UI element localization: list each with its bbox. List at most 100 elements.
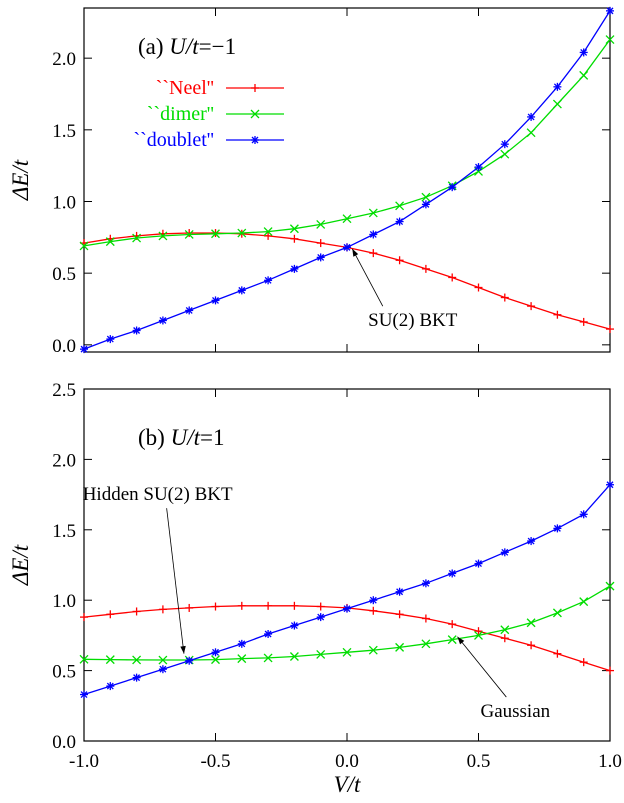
data-point-doublet <box>448 183 456 191</box>
data-point-doublet <box>448 569 456 577</box>
data-point-doublet <box>317 253 325 261</box>
y-tick-label: 1.0 <box>52 193 76 214</box>
data-point-dimer <box>158 231 168 241</box>
data-point-dimer <box>132 233 142 243</box>
data-point-dimer <box>447 635 457 645</box>
data-point-doublet <box>185 306 193 314</box>
data-point-doublet <box>369 596 377 604</box>
x-axis-label: V/t <box>334 772 361 797</box>
x-tick-label: 0.5 <box>467 751 491 772</box>
data-point-dimer <box>237 228 247 238</box>
panel-title-value: =1 <box>200 425 224 450</box>
x-tick-label: 1.0 <box>598 751 622 772</box>
x-tick-label: 0.0 <box>335 751 359 772</box>
y-tick-label: 1.5 <box>52 521 76 542</box>
panel-title-var: U/t <box>171 425 201 450</box>
data-point-doublet <box>212 296 219 304</box>
legend-label-dimer: ``dimer'' <box>147 103 214 125</box>
data-point-doublet <box>475 163 482 171</box>
data-point-dimer <box>184 230 194 239</box>
data-point-dimer <box>342 647 352 657</box>
legend-marker-doublet <box>251 136 259 144</box>
data-point-dimer <box>105 237 115 247</box>
data-point-dimer <box>605 35 615 44</box>
panel-bottom: 0.0 0.5 1.0 1.5 2.0 2.5 -1.0 -0.5 0.0 0.5 1.0 ΔE/t V… <box>8 380 622 797</box>
panel-title-value: =−1 <box>199 34 236 59</box>
data-point-doublet <box>159 317 167 324</box>
y-axis-label: ΔE/t <box>8 544 33 586</box>
data-point-doublet <box>238 286 246 294</box>
y-tick-label: 0.5 <box>52 264 76 285</box>
panel-title: (a) U/t=−1 <box>138 34 236 59</box>
data-point-doublet <box>343 243 351 251</box>
data-point-doublet <box>501 548 509 556</box>
data-point-doublet <box>369 231 377 238</box>
data-point-doublet <box>80 345 88 353</box>
data-point-doublet <box>553 83 561 91</box>
y-tick-label: 1.0 <box>52 591 76 612</box>
x-tick-label: -0.5 <box>200 751 230 772</box>
annotation-arrow <box>351 248 384 307</box>
annotation-label: Hidden SU(2) BKT <box>83 484 233 505</box>
data-point-doublet <box>422 200 430 208</box>
data-point-dimer <box>474 630 483 640</box>
data-point-dimer <box>316 649 326 659</box>
data-point-dimer <box>500 625 510 635</box>
data-point-doublet <box>527 113 535 121</box>
y-tick-label: 2.5 <box>52 380 76 401</box>
data-point-dimer <box>552 99 562 109</box>
data-point-dimer <box>237 654 247 664</box>
data-point-doublet <box>501 140 509 148</box>
data-point-doublet <box>106 682 114 690</box>
data-point-dimer <box>289 652 299 661</box>
data-point-doublet <box>106 335 114 343</box>
data-point-dimer <box>79 654 89 664</box>
data-point-doublet <box>553 524 561 532</box>
series-line-doublet <box>83 484 611 696</box>
data-point-dimer <box>552 608 562 618</box>
data-point-doublet <box>238 640 246 648</box>
y-tick-label: 0.5 <box>52 662 76 683</box>
panel-top: 0.0 0.5 1.0 1.5 2.0 ΔE/t (a) U/t=−1 SU(2) BKT ``… <box>8 6 615 357</box>
data-point-doublet <box>475 560 482 568</box>
data-point-dimer <box>316 219 326 229</box>
data-point-doublet <box>185 657 193 665</box>
y-tick-label: 1.5 <box>52 121 76 142</box>
data-point-dimer <box>211 229 220 239</box>
y-tick-label: 0.0 <box>52 732 76 753</box>
data-point-dimer <box>500 149 510 159</box>
data-point-doublet <box>133 327 141 334</box>
data-point-dimer <box>526 128 536 138</box>
data-point-dimer <box>263 227 273 237</box>
legend-label-doublet: ``doublet'' <box>133 129 214 151</box>
panel-title-prefix: (a) <box>138 34 169 59</box>
data-point-doublet <box>212 648 219 656</box>
data-point-dimer <box>605 581 615 591</box>
data-point-dimer <box>421 192 431 202</box>
data-point-doublet <box>264 630 272 638</box>
y-axis-label: ΔE/t <box>8 159 33 201</box>
data-point-doublet <box>396 218 404 226</box>
annotation-arrowhead <box>457 636 465 645</box>
data-point-doublet <box>606 481 614 489</box>
data-point-dimer <box>474 166 483 176</box>
data-point-doublet <box>606 7 614 15</box>
legend-label-neel: ``Neel'' <box>156 77 214 99</box>
annotation-arrow <box>166 508 185 654</box>
annotation-arrowhead <box>352 248 359 257</box>
data-point-doublet <box>422 579 430 587</box>
data-point-dimer <box>263 653 273 663</box>
panel-title-prefix: (b) <box>138 425 171 450</box>
data-point-doublet <box>396 588 404 596</box>
data-point-dimer <box>579 70 589 80</box>
data-point-doublet <box>580 48 588 56</box>
panel-title-var: U/t <box>169 34 199 59</box>
data-point-doublet <box>527 537 535 545</box>
data-point-dimer <box>526 618 536 628</box>
annotation-label: SU(2) BKT <box>368 310 458 331</box>
annotation-label: Gaussian <box>480 701 550 722</box>
data-point-dimer <box>368 208 378 218</box>
data-point-doublet <box>290 622 298 630</box>
annotation-arrow <box>457 636 507 698</box>
